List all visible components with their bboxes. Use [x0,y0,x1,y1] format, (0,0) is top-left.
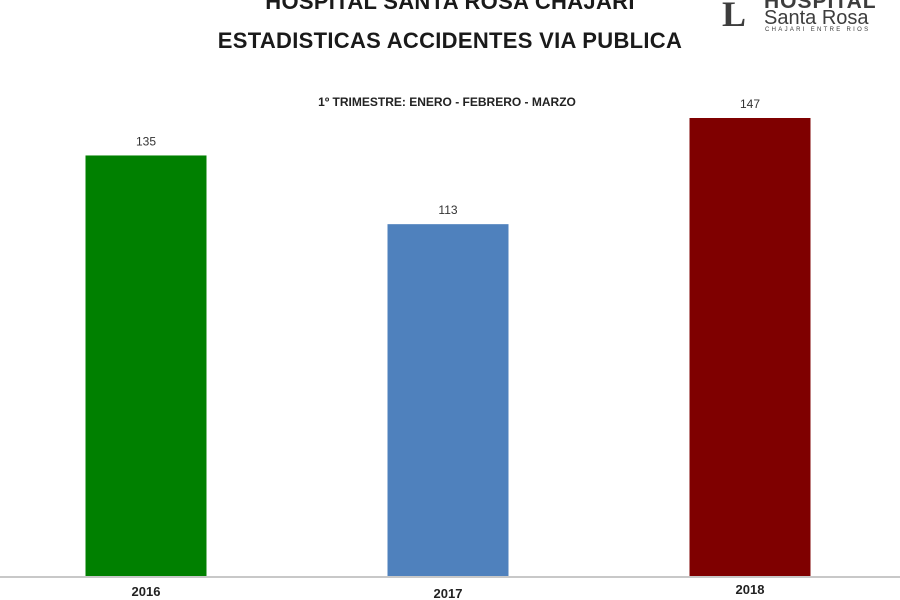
chart-title-line-1: HOSPITAL SANTA ROSA CHAJARI [265,0,635,14]
x-axis-ticks: 2016 2017 2018 [132,582,765,600]
logo-text-location: CHAJARI ENTRE RIOS [765,27,871,33]
bar-2016 [85,155,207,577]
bar-2017 [387,224,509,577]
chart-title-line-2: ESTADISTICAS ACCIDENTES VIA PUBLICA [217,28,683,53]
logo-mark-icon: L [722,0,747,34]
data-label-2017: 113 [438,203,457,217]
hospital-logo: L HOSPITAL Santa Rosa CHAJARI ENTRE RIOS [722,0,900,36]
bars-group: 135 113 147 [85,97,811,577]
x-tick-label-2018: 2018 [736,582,765,597]
logo-text-hospital: HOSPITAL [764,0,877,13]
logo-text-santa-rosa: Santa Rosa [764,7,869,29]
x-tick-label-2016: 2016 [132,584,161,599]
chart-subtitle: 1º TRIMESTRE: ENERO - FEBRERO - MARZO [318,95,576,109]
data-label-2016: 135 [136,134,156,148]
bar-2018 [689,118,811,577]
data-label-2018: 147 [740,97,760,111]
x-tick-label-2017: 2017 [434,586,463,600]
